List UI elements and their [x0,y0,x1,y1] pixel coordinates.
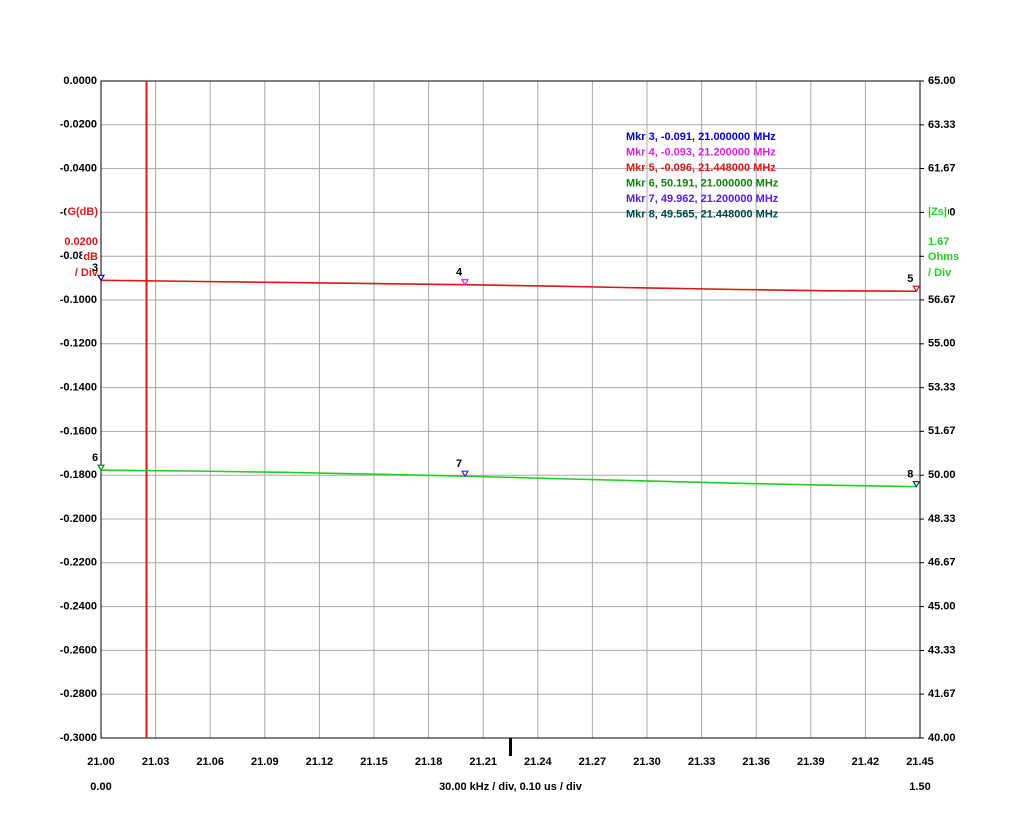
marker-readout: Mkr 5, -0.096, 21.448000 MHz [626,162,776,174]
axis-label: Ohms [928,251,959,263]
marker-readout: Mkr 3, -0.091, 21.000000 MHz [626,131,776,143]
y-tick-label: -0.2800 [60,688,97,700]
label-bg [82,250,100,263]
y-tick-label: -0.2200 [60,557,97,569]
y-tick-label: -0.2600 [60,644,97,656]
y-tick-label: -0.2000 [60,513,97,525]
x-tick-label: 21.24 [524,756,552,768]
x-tick-label: 21.21 [469,756,497,768]
marker [96,274,106,282]
marker [460,279,470,286]
axis-label: |Zs| [928,206,947,218]
axis-label: 0.0200 [64,236,98,248]
y-tick-label: -0.0400 [60,163,97,175]
y2-tick-label: 65.00 [928,75,956,87]
axis-label: G(dB) [67,206,98,218]
time-end: 1.50 [909,781,930,793]
y2-tick-label: 55.00 [928,338,956,350]
label-bg [927,266,954,279]
y2-tick-label: 46.67 [928,557,956,569]
marker [96,464,106,472]
y-tick-label: -0.2400 [60,601,97,613]
x-tick-label: 21.30 [633,756,661,768]
time-caption: 30.00 kHz / div, 0.10 us / div [439,781,583,793]
x-tick-label: 21.03 [142,756,170,768]
label-bg [927,250,961,263]
y-tick-label: -0.0200 [60,119,97,131]
label-bg [73,266,100,279]
y2-tick-label: 41.67 [928,688,956,700]
marker [460,470,470,478]
series-line [100,279,917,293]
y2-tick-label: 40.00 [928,732,956,744]
y2-tick-label: 48.33 [928,513,956,525]
x-tick-label: 21.42 [852,756,880,768]
marker [912,481,921,488]
y2-tick-label: 45.00 [928,601,956,613]
y2-tick-label: 43.33 [928,644,956,656]
marker-label: 8 [907,469,913,481]
label-bg [66,205,100,218]
y-tick-label: -0.1200 [60,338,97,350]
y-tick-label: -0.1600 [60,425,97,437]
label-bg [927,205,948,218]
marker-label: 5 [907,273,913,285]
x-tick-label: 21.15 [360,756,388,768]
plot-frame [100,80,921,739]
marker-label: 4 [456,267,463,279]
x-tick-label: 21.00 [87,756,115,768]
x-tick-label: 21.45 [906,756,934,768]
x-tick-label: 21.27 [579,756,607,768]
x-tick-label: 21.36 [742,756,770,768]
y2-tick-label: 53.33 [928,382,956,394]
y2-tick-label: 50.00 [928,469,956,481]
x-tick-label: 21.33 [688,756,716,768]
label-bg [63,235,99,248]
x-tick-label: 21.06 [196,756,224,768]
y-tick-label: 0.0000 [63,75,97,87]
axis-label: 1.67 [928,236,949,248]
x-tick-label: 21.39 [797,756,825,768]
marker-readout: Mkr 7, 49.962, 21.200000 MHz [626,193,779,205]
x-tick-label: 21.18 [415,756,443,768]
y2-tick-label: 63.33 [928,119,956,131]
x-tick-label: 21.09 [251,756,279,768]
marker-label: 6 [92,452,98,464]
marker-readout: Mkr 6, 50.191, 21.000000 MHz [626,177,779,189]
marker-label: 7 [456,458,462,470]
time-start: 0.00 [90,781,111,793]
y2-tick-label: 61.67 [928,162,956,174]
y2-tick-label: 51.67 [928,425,956,437]
y-tick-label: -0.3000 [60,732,97,744]
marker-readout: Mkr 8, 49.565, 21.448000 MHz [626,208,779,220]
label-bg [927,235,951,248]
x-tick-label: 21.12 [306,756,334,768]
marker [912,285,921,293]
y2-tick-label: 56.67 [928,294,956,306]
series-line [100,469,917,488]
axis-label: / Div [75,267,99,279]
marker-readout: Mkr 4, -0.093, 21.200000 MHz [626,146,776,158]
axis-label: dB [83,251,98,263]
y-tick-label: -0.1400 [60,382,97,394]
marker-label: 3 [92,262,98,274]
y-tick-label: -0.1000 [60,294,97,306]
y-tick-label: -0.1800 [60,469,97,481]
axis-label: / Div [928,267,952,279]
